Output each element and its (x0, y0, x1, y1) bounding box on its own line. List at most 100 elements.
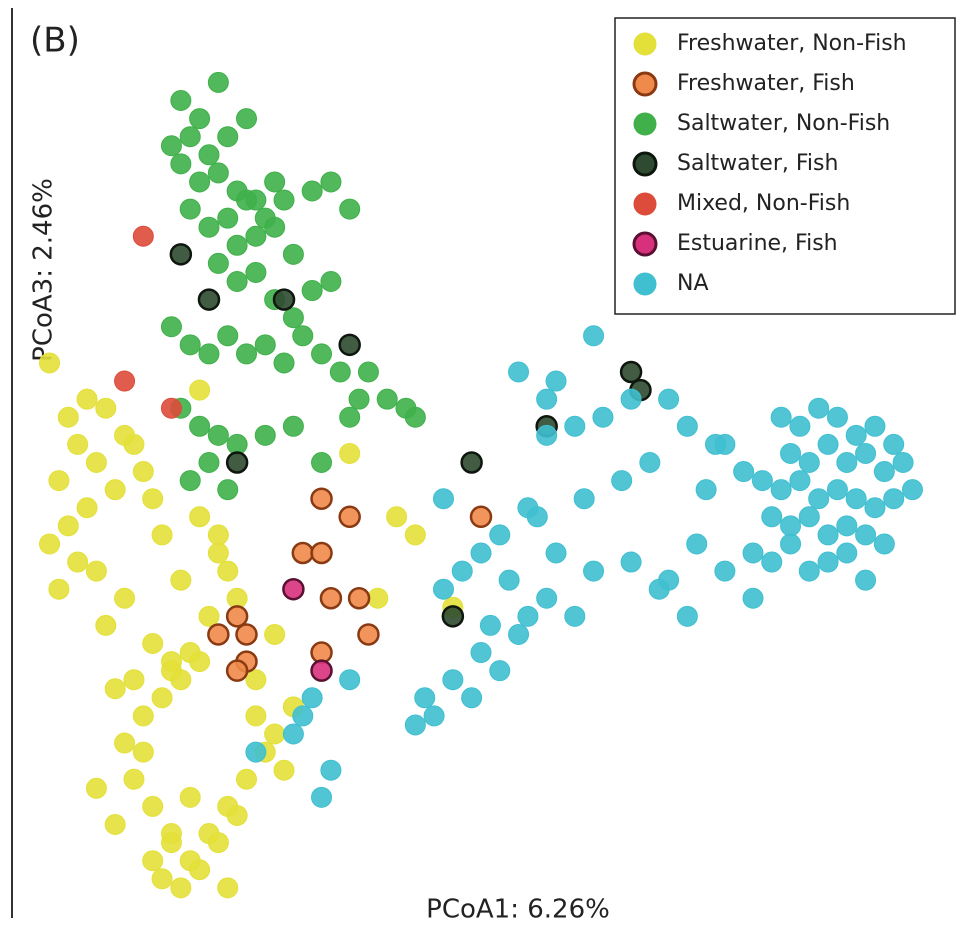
point (432, 488, 454, 510)
point (282, 415, 304, 437)
point (170, 877, 192, 899)
point (742, 542, 764, 564)
point (282, 307, 304, 329)
point (451, 560, 473, 582)
point (545, 370, 567, 392)
point (217, 877, 239, 899)
point (442, 669, 464, 691)
point (695, 479, 717, 501)
point (179, 334, 201, 356)
point (479, 614, 501, 636)
point (189, 379, 211, 401)
point (339, 442, 361, 464)
point (789, 470, 811, 492)
point (320, 759, 342, 781)
legend-label: NA (677, 271, 709, 296)
point (310, 659, 333, 682)
point (441, 605, 465, 628)
point (386, 506, 408, 528)
point (826, 406, 848, 428)
point (292, 325, 314, 347)
point (123, 669, 145, 691)
point (189, 859, 211, 881)
point (789, 415, 811, 437)
point (301, 687, 323, 709)
point (780, 515, 802, 537)
point (151, 524, 173, 546)
y-axis-label: PCoA3: 2.46% (29, 178, 59, 362)
point (470, 642, 492, 664)
point (207, 162, 229, 184)
legend-marker (632, 71, 658, 97)
point (676, 605, 698, 627)
point (489, 524, 511, 546)
point (123, 768, 145, 790)
point (320, 171, 342, 193)
point (517, 497, 539, 519)
point (620, 388, 642, 410)
point (329, 361, 351, 383)
point (123, 433, 145, 455)
point (742, 587, 764, 609)
point (620, 551, 642, 573)
point (367, 587, 389, 609)
point (347, 587, 371, 610)
point (619, 360, 643, 384)
point (132, 461, 154, 483)
point (432, 578, 454, 600)
point (845, 424, 867, 446)
legend-label: Estuarine, Fish (677, 231, 838, 256)
point (132, 705, 154, 727)
point (320, 271, 342, 292)
point (169, 243, 193, 266)
point (817, 433, 839, 455)
point (207, 71, 229, 93)
point (104, 479, 126, 501)
point (236, 108, 257, 130)
point (536, 424, 558, 446)
point (142, 488, 164, 510)
legend-marker (633, 32, 657, 56)
point (508, 623, 530, 645)
point (855, 524, 877, 546)
point (245, 669, 267, 691)
point (57, 515, 79, 537)
legend-label: Saltwater, Non-Fish (677, 111, 890, 136)
point (714, 560, 736, 582)
point (39, 352, 61, 374)
point (376, 388, 398, 410)
point (676, 415, 698, 437)
point (508, 361, 530, 383)
point (498, 569, 520, 591)
point (207, 832, 229, 854)
point (76, 388, 98, 410)
point (179, 786, 201, 808)
point (733, 461, 755, 483)
point (864, 415, 886, 437)
point (207, 623, 230, 646)
point (469, 505, 493, 529)
point (198, 605, 220, 627)
point (226, 271, 248, 292)
point (189, 415, 211, 437)
point (160, 135, 182, 157)
point (338, 505, 361, 529)
point (817, 524, 839, 546)
point (189, 108, 211, 130)
point (357, 623, 380, 646)
point (564, 605, 586, 627)
point (198, 144, 220, 166)
point (461, 687, 483, 709)
point (142, 795, 164, 817)
point (798, 506, 820, 528)
points (39, 71, 923, 899)
point (170, 153, 192, 175)
point (114, 732, 136, 754)
point (207, 542, 229, 564)
point (57, 406, 79, 428)
point (517, 605, 539, 627)
point (235, 623, 258, 646)
point (189, 651, 211, 673)
point (76, 497, 98, 519)
